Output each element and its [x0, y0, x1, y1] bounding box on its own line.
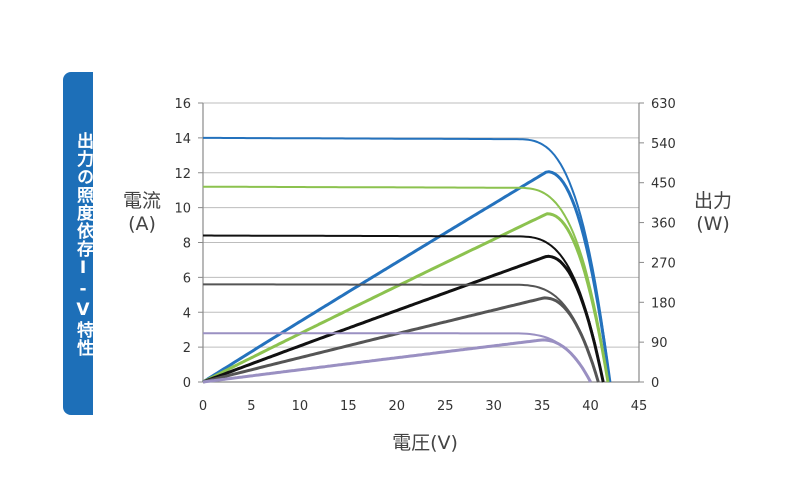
x-tick-label-8: 40 — [582, 399, 599, 414]
power-curve-4 — [202, 338, 592, 384]
right-axis-label: 出力 (W) — [693, 190, 732, 235]
x-tick-label-7: 35 — [534, 399, 551, 414]
iv-curve-0 — [203, 136, 611, 383]
x-tick-label-6: 30 — [485, 399, 502, 414]
axis-layer — [198, 102, 644, 383]
power-curve-1 — [202, 212, 610, 384]
y-tick-label-0: 0 — [183, 376, 191, 391]
y2-tick-label-7: 630 — [651, 97, 676, 112]
y-tick-label-7: 14 — [174, 132, 191, 147]
y2-tick-label-0: 0 — [651, 376, 659, 391]
y2-tick-label-4: 360 — [651, 217, 676, 232]
y-tick-label-1: 2 — [183, 341, 191, 356]
x-tick-label-1: 5 — [247, 399, 255, 414]
side-tab: 出力の照度依存I-V特性 — [63, 72, 93, 415]
y2-tick-label-1: 90 — [651, 336, 668, 351]
left-axis-label: 電流 (A) — [122, 190, 161, 235]
y-tick-label-3: 6 — [183, 271, 191, 286]
x-tick-label-0: 0 — [199, 399, 207, 414]
y2-tick-label-3: 270 — [651, 256, 676, 271]
y2-tick-label-6: 540 — [651, 137, 676, 152]
x-axis-label: 電圧(V) — [392, 432, 458, 454]
y-tick-label-8: 16 — [174, 97, 191, 112]
power-curve-0 — [202, 170, 612, 384]
y-tick-label-5: 10 — [174, 202, 191, 217]
x-tick-label-4: 20 — [389, 399, 406, 414]
iv-curve-1 — [203, 185, 609, 383]
iv-curve-2 — [203, 234, 605, 383]
y-tick-label-6: 12 — [174, 167, 191, 182]
y-tick-label-4: 8 — [183, 237, 191, 252]
tick-layer: 0 2 4 6 8 10 12 14 16 0 90 180 270 360 450 540 630 0 5 10 15… — [174, 97, 675, 414]
x-tick-label-3: 15 — [340, 399, 357, 414]
iv-curve-3 — [203, 283, 600, 383]
x-tick-label-2: 10 — [292, 399, 309, 414]
power-curve-2 — [202, 254, 605, 384]
iv-curve-4 — [203, 332, 592, 383]
y-tick-label-2: 4 — [183, 306, 191, 321]
series-layer — [202, 136, 612, 384]
y2-tick-label-5: 450 — [651, 177, 676, 192]
x-tick-label-5: 25 — [437, 399, 454, 414]
y2-tick-label-2: 180 — [651, 296, 676, 311]
side-tab-title: 出力の照度依存I-V特性 — [73, 132, 93, 357]
x-tick-label-9: 45 — [631, 399, 648, 414]
